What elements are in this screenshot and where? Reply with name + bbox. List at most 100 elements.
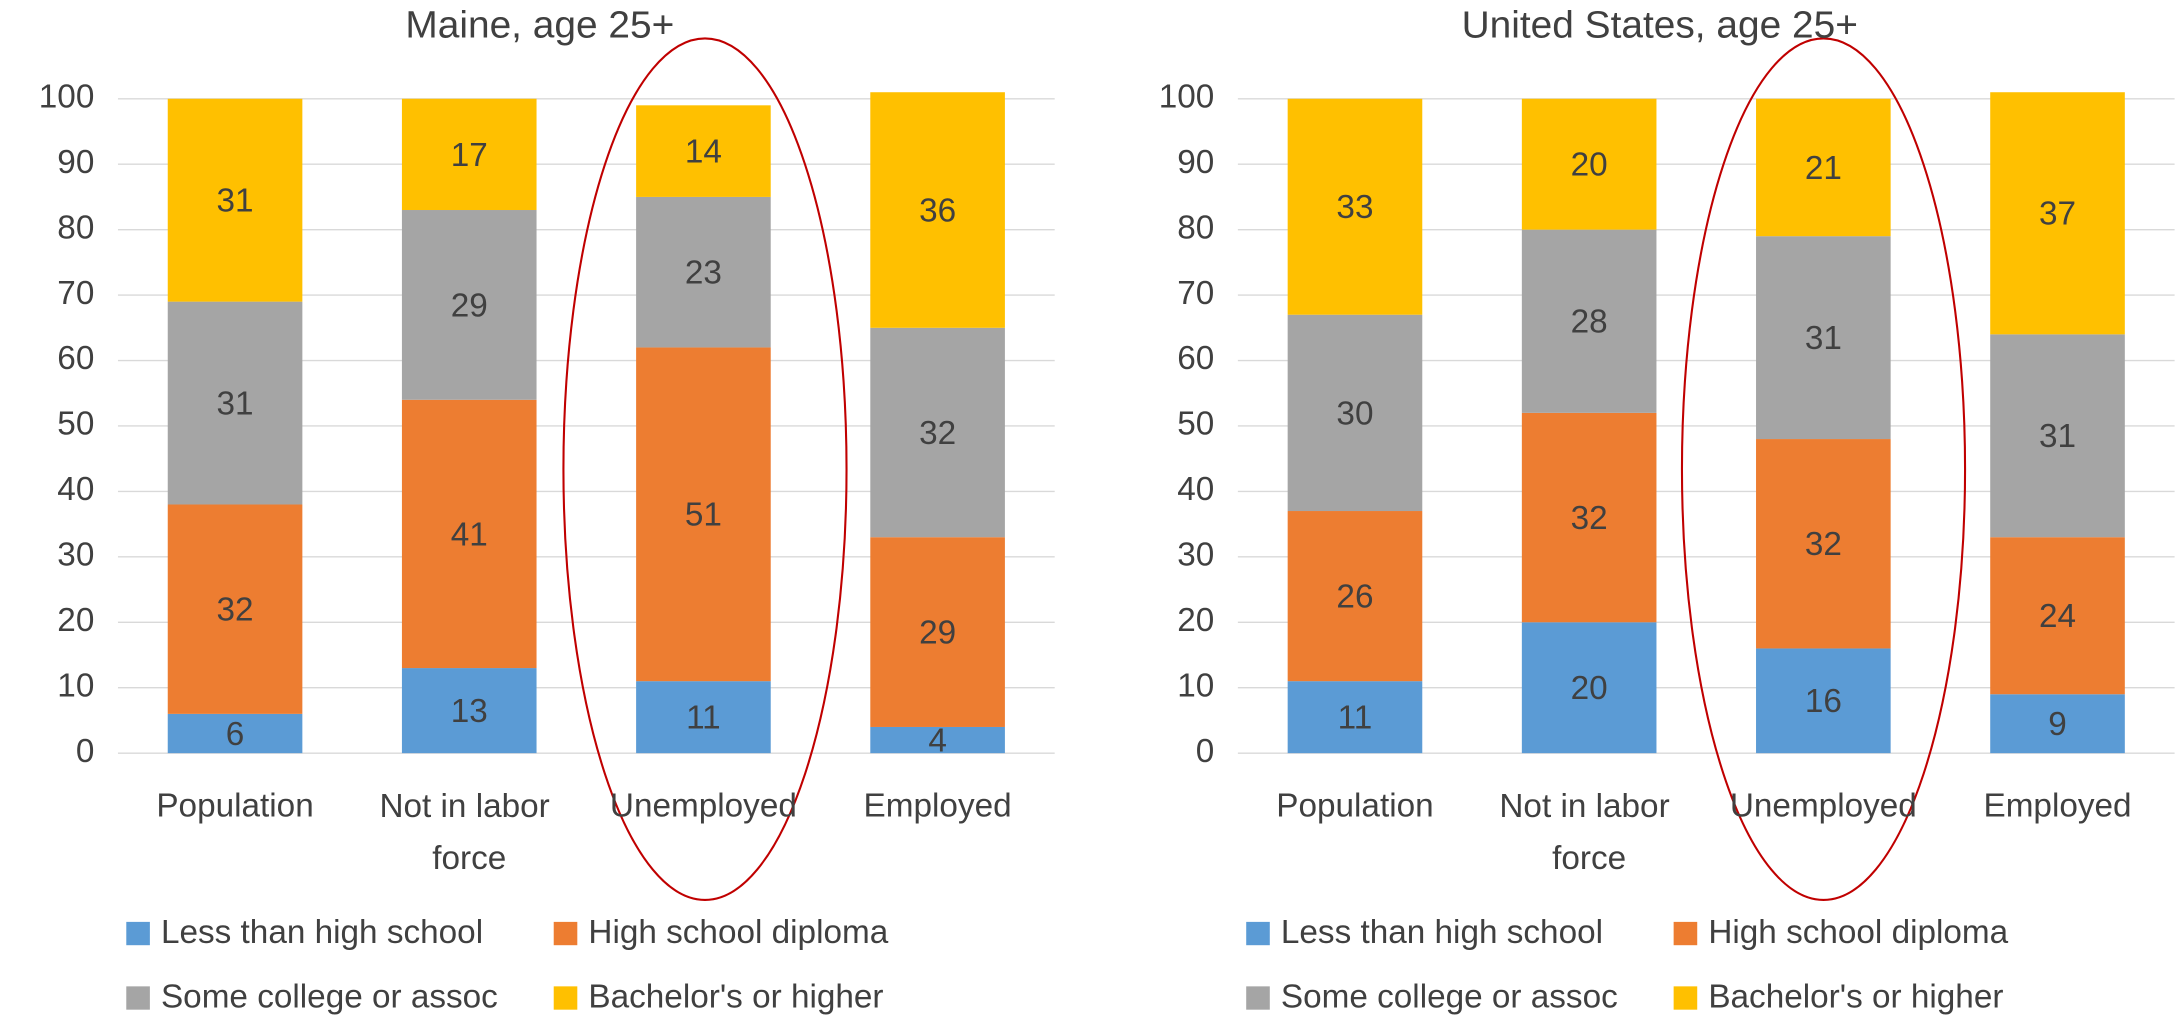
bar-segment xyxy=(1521,98,1657,230)
legend-label: Less than high school xyxy=(1281,914,1603,951)
bar-segment xyxy=(1287,511,1423,682)
data-label: 6 xyxy=(226,716,245,753)
y-tick-label: 40 xyxy=(57,471,94,508)
x-tick-label: Not in labor force xyxy=(379,788,559,877)
x-tick-label: Unemployed xyxy=(610,788,797,825)
highlight-ellipse xyxy=(562,37,848,901)
y-tick-label: 80 xyxy=(57,210,94,247)
data-label: 36 xyxy=(919,193,956,230)
data-label: 51 xyxy=(685,497,722,534)
x-tick-label: Employed xyxy=(864,788,1012,825)
bar-segment xyxy=(401,98,537,211)
data-label: 16 xyxy=(1805,683,1842,720)
data-label: 20 xyxy=(1571,670,1608,707)
chart-title: United States, age 25+ xyxy=(1462,4,1858,47)
x-tick-label: Population xyxy=(156,788,313,825)
legend-swatch xyxy=(1673,921,1698,946)
data-label: 32 xyxy=(217,592,254,629)
bar-segment xyxy=(1990,694,2125,754)
bar-segment xyxy=(167,301,303,505)
y-tick-label: 80 xyxy=(1177,210,1214,247)
y-tick-label: 60 xyxy=(1177,340,1214,377)
bar-segment xyxy=(1990,334,2125,538)
data-label: 21 xyxy=(1805,150,1842,187)
bar-segment xyxy=(1521,412,1657,623)
bar-segment xyxy=(401,399,537,669)
y-tick-label: 90 xyxy=(57,144,94,181)
y-tick-label: 0 xyxy=(1196,733,1215,770)
bar-segment xyxy=(870,92,1005,328)
bar-segment xyxy=(401,210,537,400)
data-label: 31 xyxy=(1805,320,1842,357)
data-label: 29 xyxy=(451,288,488,325)
data-label: 14 xyxy=(685,134,722,171)
x-tick-label: Unemployed xyxy=(1730,788,1917,825)
bar-segment xyxy=(167,713,303,754)
legend-swatch xyxy=(1246,986,1270,1010)
y-tick-label: 50 xyxy=(1177,406,1214,443)
legend-label: Less than high school xyxy=(161,914,483,951)
bar-segment xyxy=(1287,314,1423,512)
legend-swatch xyxy=(126,986,150,1010)
y-tick-label: 30 xyxy=(1177,537,1214,574)
bar-segment xyxy=(870,537,1005,727)
bar-segment xyxy=(636,196,771,348)
data-label: 11 xyxy=(1338,700,1373,737)
y-tick-label: 20 xyxy=(57,602,94,639)
bar-segment xyxy=(1990,537,2125,695)
data-label: 9 xyxy=(2048,706,2067,743)
legend-swatch xyxy=(553,921,578,946)
y-tick-label: 10 xyxy=(57,668,94,705)
data-label: 23 xyxy=(685,255,722,292)
data-label: 24 xyxy=(2039,598,2076,635)
data-label: 13 xyxy=(451,693,488,730)
bar-segment xyxy=(401,668,537,754)
data-label: 4 xyxy=(928,723,947,760)
data-label: 31 xyxy=(2039,418,2076,455)
data-label: 26 xyxy=(1336,579,1373,616)
data-label: 32 xyxy=(1571,500,1608,537)
legend-label: High school diploma xyxy=(588,914,888,951)
bar-segment xyxy=(636,347,771,682)
y-tick-label: 30 xyxy=(57,537,94,574)
data-label: 41 xyxy=(451,517,488,554)
bar-segment xyxy=(167,98,303,302)
legend-label: Bachelor's or higher xyxy=(1708,979,2003,1016)
highlight-ellipse xyxy=(1680,37,1967,901)
y-tick-label: 60 xyxy=(57,340,94,377)
bar-segment xyxy=(1287,681,1423,754)
legend-label: Some college or assoc xyxy=(1281,979,1618,1016)
y-tick-label: 90 xyxy=(1177,144,1214,181)
data-label: 29 xyxy=(919,615,956,652)
legend-label: Bachelor's or higher xyxy=(588,979,883,1016)
bar-segment xyxy=(167,504,303,714)
bar-segment xyxy=(636,681,771,754)
bar-segment xyxy=(1756,439,1891,649)
data-label: 28 xyxy=(1571,304,1608,341)
y-tick-label: 20 xyxy=(1177,602,1214,639)
bar-segment xyxy=(636,105,771,197)
x-tick-label: Employed xyxy=(1983,788,2131,825)
bar-segment xyxy=(870,726,1005,754)
bar-segment xyxy=(1756,648,1891,754)
legend-swatch xyxy=(553,986,578,1010)
bar-segment xyxy=(870,327,1005,538)
bar-segment xyxy=(1756,236,1891,440)
bar-segment xyxy=(1521,622,1657,754)
data-label: 11 xyxy=(686,700,721,737)
y-tick-label: 0 xyxy=(76,733,95,770)
y-tick-label: 100 xyxy=(1159,79,1215,116)
legend-label: Some college or assoc xyxy=(161,979,498,1016)
data-label: 37 xyxy=(2039,196,2076,233)
legend-swatch xyxy=(1246,921,1270,946)
bar-segment xyxy=(1990,92,2125,335)
x-tick-label: Population xyxy=(1276,788,1433,825)
y-tick-label: 70 xyxy=(57,275,94,312)
legend-label: High school diploma xyxy=(1708,914,2008,951)
data-label: 31 xyxy=(217,183,254,220)
data-label: 32 xyxy=(1805,526,1842,563)
y-tick-label: 50 xyxy=(57,406,94,443)
y-tick-label: 70 xyxy=(1177,275,1214,312)
